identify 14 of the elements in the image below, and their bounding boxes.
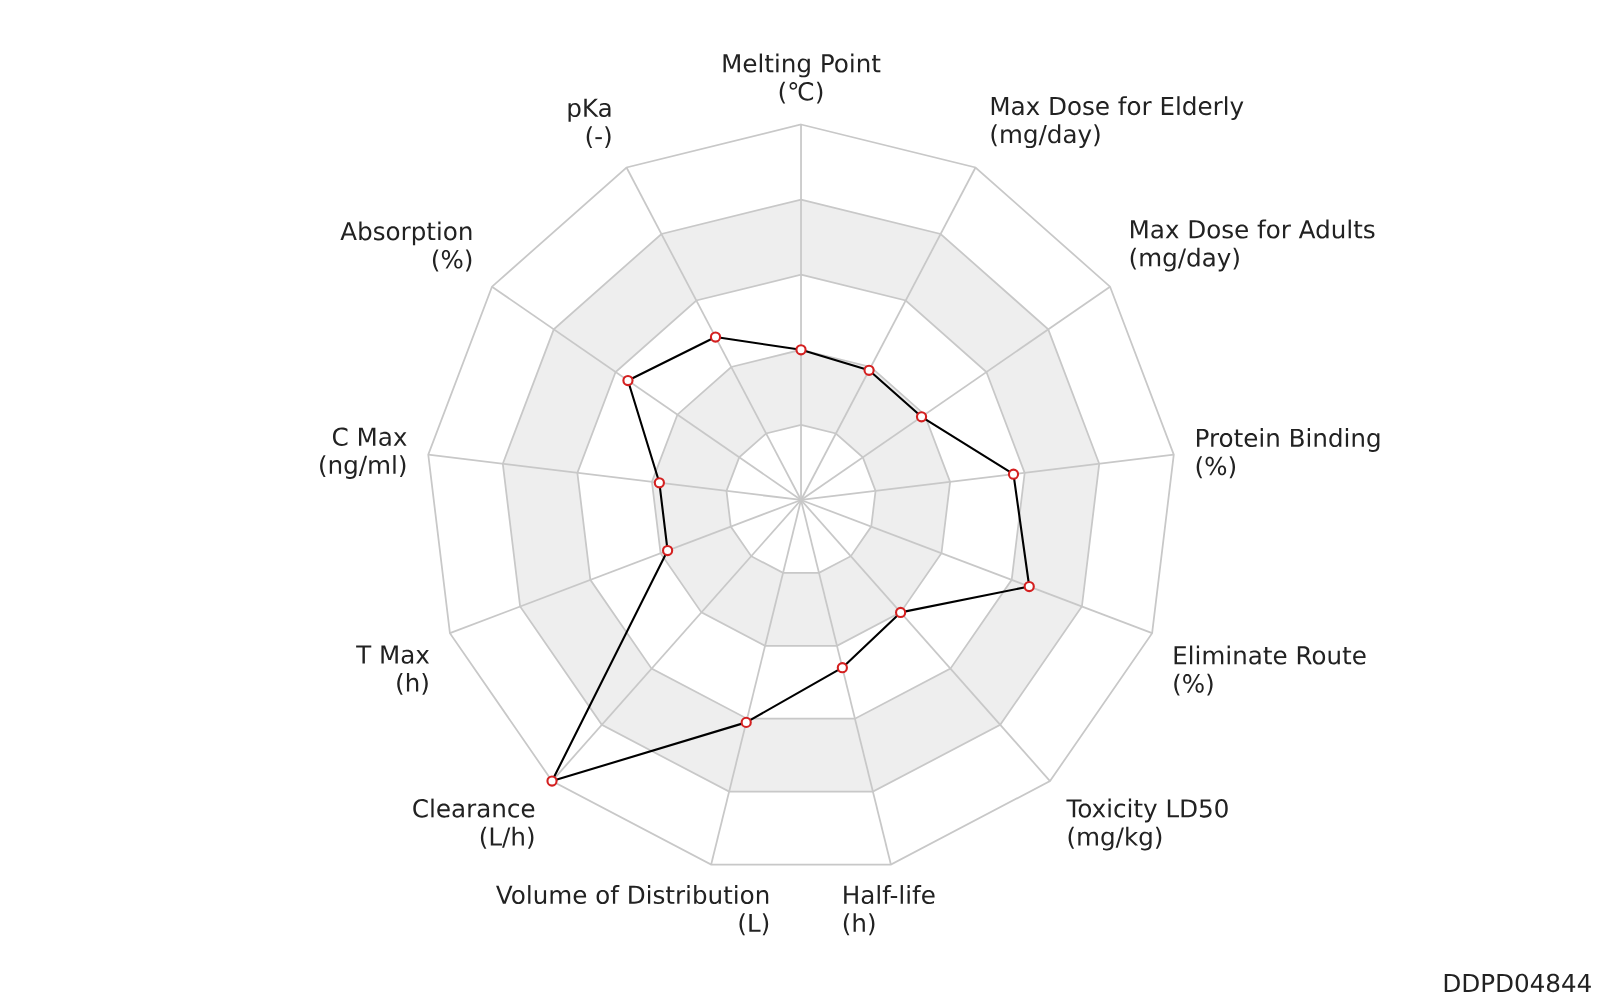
text: DDPD04844: [1444, 973, 1591, 993]
spoke-label: C Max (ng/ml): [320, 427, 407, 479]
spoke-label: Eliminate Route (%): [1174, 645, 1366, 696]
spoke-label: Max Dose for Elderly (mg/day): [991, 96, 1244, 149]
spoke-label: Volume of Distribution (L): [496, 885, 769, 936]
spoke-label: Half-life (h): [843, 885, 935, 936]
spoke-label: Melting Point (℃): [723, 53, 881, 104]
spoke-label: Absorption (%): [340, 221, 472, 272]
spoke-label: pKa (-): [568, 98, 611, 149]
spoke-label: T Max (h): [356, 645, 430, 695]
spoke-label: Max Dose for Adults (mg/day): [1130, 219, 1375, 272]
spoke-label: Clearance (L/h): [413, 798, 535, 849]
spoke-label: Toxicity LD50 (mg/kg): [1066, 798, 1228, 851]
spoke-label: Protein Binding (%): [1196, 428, 1380, 479]
